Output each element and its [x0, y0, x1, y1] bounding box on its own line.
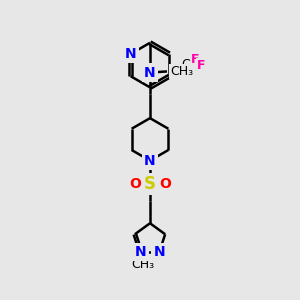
- Text: F: F: [190, 53, 199, 66]
- Text: S: S: [144, 175, 156, 193]
- Text: O: O: [159, 177, 171, 191]
- Text: N: N: [154, 245, 165, 259]
- Text: C: C: [181, 58, 190, 71]
- Text: F: F: [187, 67, 196, 80]
- Text: F: F: [197, 59, 206, 72]
- Text: CH₃: CH₃: [131, 258, 154, 271]
- Text: O: O: [129, 177, 141, 191]
- Text: N: N: [125, 47, 136, 61]
- Text: N: N: [144, 154, 156, 168]
- Text: N: N: [135, 245, 146, 259]
- Text: N: N: [144, 65, 156, 80]
- Text: CH₃: CH₃: [170, 65, 193, 78]
